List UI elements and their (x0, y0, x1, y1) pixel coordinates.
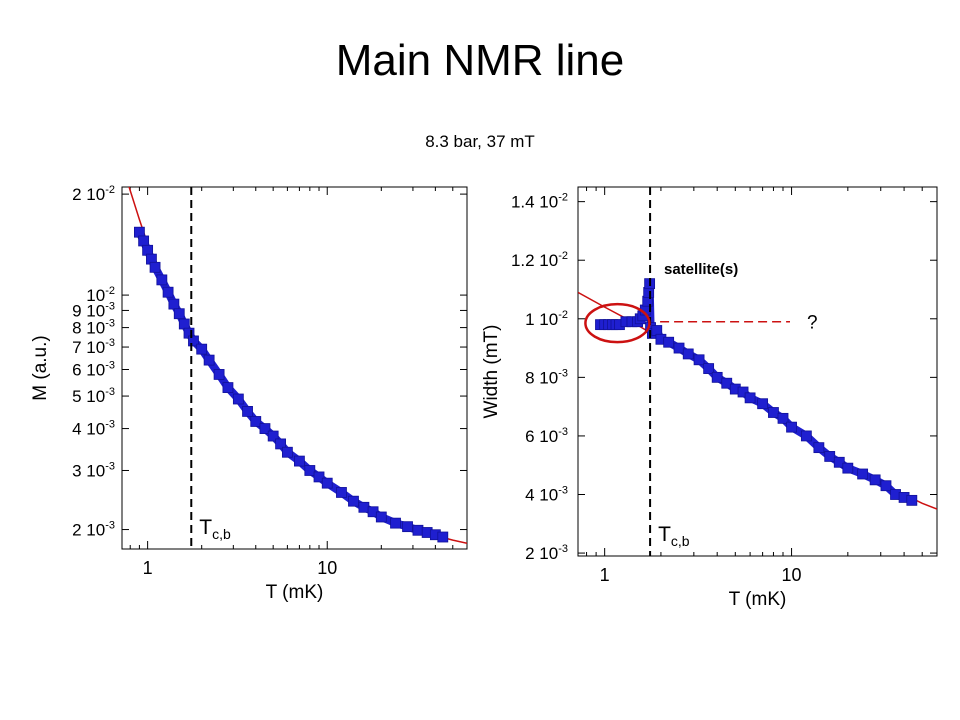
data-point (281, 446, 293, 458)
data-point (824, 451, 836, 462)
data-point (777, 412, 789, 424)
data-point (313, 471, 325, 483)
data-point (857, 468, 869, 480)
data-point (757, 398, 769, 410)
x-axis-label: T (mK) (266, 582, 324, 603)
y-tick-label: 10-2 (86, 285, 115, 305)
data-point (173, 308, 185, 320)
y-tick-label: 8 10-3 (525, 367, 568, 387)
x-tick-label: 1 (143, 558, 153, 578)
data-point (869, 474, 881, 486)
y-axis-label: M (a.u.) (30, 335, 51, 400)
linewidth-chart: 1.4 10-2 1.2 10-2 1 10-2 8 10-3 6 10-3 4 10-3… (481, 186, 938, 610)
y-tick-label: 6 10-3 (525, 426, 568, 446)
y-tick-label: 8 10-3 (72, 318, 115, 338)
question-mark: ? (807, 313, 818, 334)
data-point (222, 382, 234, 393)
data-point (138, 235, 150, 247)
fit-line (128, 187, 467, 545)
data-point (242, 406, 253, 417)
data-point (800, 430, 812, 442)
data-point (744, 392, 756, 404)
data-point (682, 348, 694, 360)
y-axis-label: Width (mT) (481, 325, 502, 419)
y-tick-label: 1.4 10-2 (511, 192, 568, 212)
y-tick-label: 2 10-2 (72, 184, 115, 204)
y-tick-label: 9 10-3 (72, 300, 115, 320)
data-point (813, 442, 825, 454)
data-point (375, 511, 387, 523)
y-tick-label: 7 10-3 (72, 337, 115, 357)
slide-title: Main NMR line (335, 36, 625, 85)
x-tick-label: 1 (600, 565, 610, 585)
data-point (178, 318, 190, 330)
data-point (703, 363, 715, 374)
data-point (156, 274, 168, 286)
data-point (390, 517, 401, 529)
tcb-label: Tc,b (658, 523, 690, 549)
y-tick-label: 1 10-2 (525, 309, 568, 329)
data-layer (128, 187, 467, 545)
data-point (358, 501, 370, 513)
data-point (348, 495, 359, 507)
y-tick-label: 2 10-3 (72, 520, 115, 540)
data-point (162, 286, 174, 298)
satellite-label: satellite(s) (664, 261, 738, 278)
data-point (188, 335, 199, 347)
y-tick-label: 2 10-3 (525, 543, 568, 563)
y-tick-label: 4 10-3 (72, 419, 115, 439)
data-point (232, 393, 244, 405)
data-point (906, 494, 918, 506)
magnetization-chart: 2 10-2 10-29 10-38 10-37 10-3 6 10-3 5 10-3… (30, 184, 468, 603)
highlight-ellipse (584, 302, 651, 344)
data-point (768, 407, 779, 418)
tcb-label: Tc,b (199, 516, 231, 542)
data-point (711, 371, 723, 383)
data-point (833, 456, 845, 468)
x-axis-label: T (mK) (729, 589, 787, 610)
data-point (721, 377, 733, 389)
data-point (203, 354, 215, 366)
data-point (304, 465, 316, 476)
data-point (336, 487, 347, 498)
data-point (402, 521, 413, 533)
y-tick-label: 1.2 10-2 (511, 250, 568, 270)
data-point (250, 416, 262, 427)
data-point (321, 477, 333, 489)
data-point (259, 423, 271, 434)
data-point (168, 298, 180, 310)
plot-frame (121, 186, 468, 550)
data-point (842, 462, 854, 474)
data-point (786, 421, 797, 433)
data-point (412, 524, 424, 536)
y-tick-label: 4 10-3 (525, 485, 568, 505)
y-tick-label: 6 10-3 (72, 360, 115, 380)
plot-frame (577, 186, 938, 557)
x-tick-label: 10 (782, 565, 802, 585)
data-point (213, 369, 225, 380)
data-point (673, 342, 685, 354)
x-tick-label: 10 (317, 558, 337, 578)
data-point (149, 261, 161, 273)
slide-subtitle: 8.3 bar, 37 mT (425, 132, 535, 151)
y-tick-label: 5 10-3 (72, 386, 115, 406)
data-layer (578, 278, 937, 510)
data-point (275, 438, 287, 450)
data-point (294, 455, 305, 467)
data-point (737, 386, 749, 398)
data-band (135, 228, 447, 541)
data-point (267, 430, 279, 442)
data-point (880, 480, 892, 492)
data-point (663, 336, 675, 348)
data-point (196, 343, 208, 355)
data-point (693, 354, 705, 366)
y-tick-label: 3 10-3 (72, 460, 115, 480)
data-point (437, 531, 449, 543)
